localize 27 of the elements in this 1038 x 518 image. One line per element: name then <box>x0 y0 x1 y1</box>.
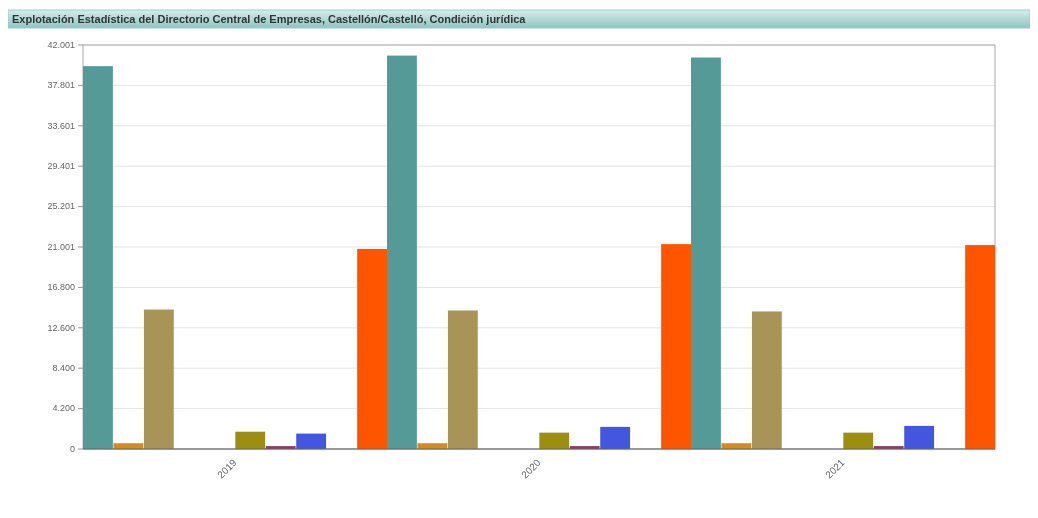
y-tick-label: 4.200 <box>52 403 75 414</box>
y-tick-label: 21.001 <box>47 241 75 252</box>
chart-title: Explotación Estadística del Directorio Central de Empresas, Castellón/Castelló, Condición jurídica <box>12 13 527 25</box>
y-tick-label: 16.800 <box>47 282 75 293</box>
y-tick-label: 37.801 <box>47 80 75 91</box>
bar <box>751 311 782 449</box>
bar <box>904 425 935 449</box>
bar <box>83 66 113 449</box>
y-tick-label: 8.400 <box>52 363 75 374</box>
bar <box>843 432 874 449</box>
y-tick-label: 33.601 <box>47 120 75 131</box>
bar <box>661 244 691 449</box>
bar <box>539 432 570 449</box>
y-tick-label: 0 <box>69 443 75 454</box>
bar <box>691 57 721 449</box>
bar <box>600 426 631 449</box>
y-tick-label: 29.401 <box>47 161 75 172</box>
bar <box>357 248 387 449</box>
bar <box>235 431 266 449</box>
bar <box>387 55 417 449</box>
y-tick-label: 42.001 <box>47 39 75 50</box>
bar <box>296 433 327 449</box>
bar <box>143 309 174 449</box>
y-tick-label: 25.201 <box>47 201 75 212</box>
bar <box>447 310 478 449</box>
y-tick-label: 12.600 <box>47 322 75 333</box>
bar <box>965 245 995 449</box>
